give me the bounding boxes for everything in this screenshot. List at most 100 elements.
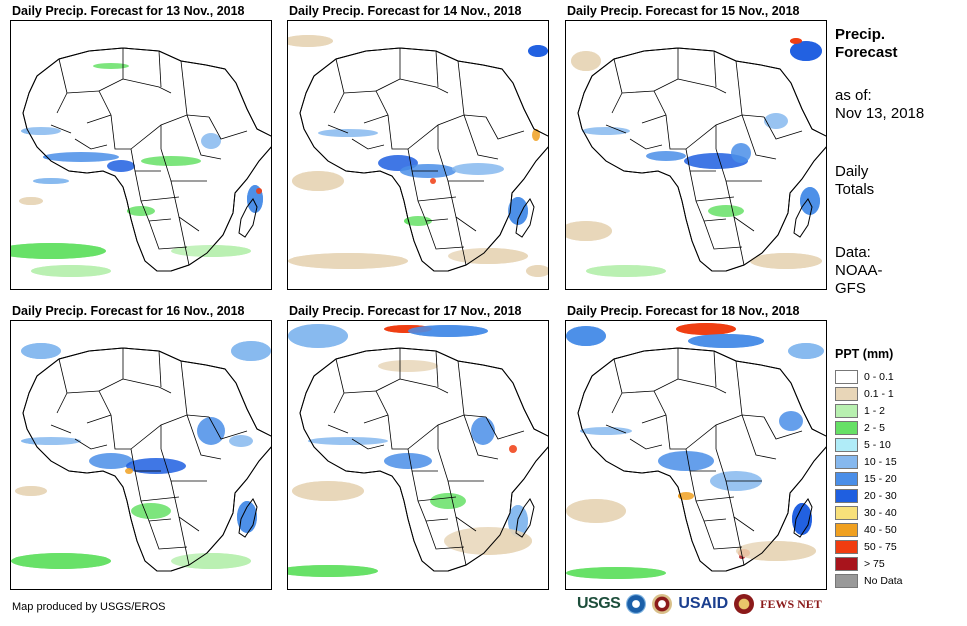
- africa-map: [11, 341, 271, 572]
- country-border: [122, 378, 172, 394]
- country-border: [148, 220, 188, 250]
- country-border: [50, 424, 72, 434]
- country-border: [208, 416, 248, 440]
- precip-area: [237, 501, 257, 533]
- precip-area: [658, 451, 714, 471]
- country-border: [455, 516, 467, 566]
- country-border: [425, 220, 465, 250]
- country-border: [763, 416, 803, 440]
- country-border: [110, 414, 131, 450]
- precip-area: [292, 171, 344, 191]
- precip-area: [688, 334, 764, 348]
- precip-area: [582, 127, 630, 135]
- panel-title-1: Daily Precip. Forecast for 13 Nov., 2018: [12, 4, 245, 18]
- as-of-block: as of: Nov 13, 2018: [835, 87, 924, 123]
- legend-swatch: [835, 556, 858, 571]
- precip-area: [790, 41, 822, 61]
- madagascar-outline: [793, 498, 813, 538]
- country-border: [665, 114, 686, 150]
- precip-area: [21, 343, 61, 359]
- legend-item: 15 - 20: [835, 470, 903, 487]
- legend-title: PPT (mm): [835, 347, 894, 361]
- precip-area: [508, 197, 528, 225]
- precip-area: [288, 253, 408, 269]
- data-line1: NOAA-: [835, 262, 883, 279]
- precip-area: [676, 323, 736, 335]
- legend-label: 10 - 15: [864, 455, 897, 468]
- precip-area: [197, 417, 225, 445]
- precip-area: [107, 160, 135, 172]
- country-border: [180, 360, 188, 416]
- country-border: [735, 60, 743, 116]
- precip-layer-land: [11, 341, 271, 569]
- precip-area: [201, 133, 221, 149]
- country-border: [677, 78, 727, 94]
- legend-swatch: [835, 488, 858, 503]
- precip-area: [11, 553, 111, 569]
- precip-area: [93, 63, 129, 69]
- legend-swatch: [835, 420, 858, 435]
- country-border: [343, 90, 389, 124]
- country-border: [703, 520, 743, 550]
- country-border: [621, 90, 667, 124]
- country-border: [435, 50, 439, 88]
- legend-item: > 75: [835, 555, 903, 572]
- legend-label: No Data: [864, 574, 903, 587]
- country-border: [399, 378, 449, 394]
- legend-item: 5 - 10: [835, 436, 903, 453]
- precip-area: [800, 187, 820, 215]
- precip-area: [788, 343, 824, 359]
- legend-item: 30 - 40: [835, 504, 903, 521]
- legend-label: 15 - 20: [864, 472, 897, 485]
- country-border: [186, 414, 222, 460]
- country-border: [685, 114, 765, 150]
- madagascar-outline: [238, 198, 258, 238]
- country-border: [665, 414, 686, 450]
- country-border: [605, 424, 627, 434]
- panel-title-4: Daily Precip. Forecast for 16 Nov., 2018: [12, 304, 245, 318]
- legend-label: > 75: [864, 557, 885, 570]
- country-border: [130, 114, 210, 150]
- africa-map: [566, 38, 826, 277]
- country-border: [343, 390, 389, 424]
- legend-label: 1 - 2: [864, 404, 886, 417]
- country-border: [741, 414, 777, 460]
- legend-label: 0.1 - 1: [864, 387, 894, 400]
- country-border: [741, 114, 777, 160]
- precip-area: [131, 503, 171, 519]
- country-border: [629, 138, 663, 150]
- usaid-logo: USAID: [678, 595, 729, 612]
- africa-map: [11, 47, 271, 277]
- precip-area: [580, 427, 632, 435]
- forecast-map-6: [565, 320, 827, 590]
- state-seal-icon: [652, 594, 673, 614]
- forecast-map-3: [565, 20, 827, 290]
- legend-label: 30 - 40: [864, 506, 897, 519]
- country-border: [733, 216, 745, 266]
- country-border: [407, 414, 487, 450]
- precip-area: [731, 143, 751, 163]
- legend-swatch: [835, 403, 858, 418]
- precip-area: [566, 326, 606, 346]
- legend-item: 40 - 50: [835, 521, 903, 538]
- country-border: [407, 114, 487, 150]
- africa-map: [288, 324, 548, 577]
- precip-area: [528, 45, 548, 57]
- legend-label: 20 - 30: [864, 489, 897, 502]
- precip-area: [430, 493, 466, 509]
- precip-area: [288, 35, 333, 47]
- precip-layer-land: [566, 323, 824, 579]
- precip-area: [288, 324, 348, 348]
- precip-area: [384, 453, 432, 469]
- country-border: [457, 60, 465, 116]
- precip-area: [779, 411, 803, 431]
- precip-area: [790, 38, 802, 44]
- forecast-map-4: [10, 320, 272, 590]
- country-border: [186, 114, 222, 160]
- forecast-map-2: [287, 20, 549, 290]
- legend-swatch: [835, 369, 858, 384]
- country-border: [148, 520, 188, 550]
- country-border: [605, 124, 627, 134]
- precip-area: [21, 127, 61, 135]
- panel-title-3: Daily Precip. Forecast for 15 Nov., 2018: [567, 4, 800, 18]
